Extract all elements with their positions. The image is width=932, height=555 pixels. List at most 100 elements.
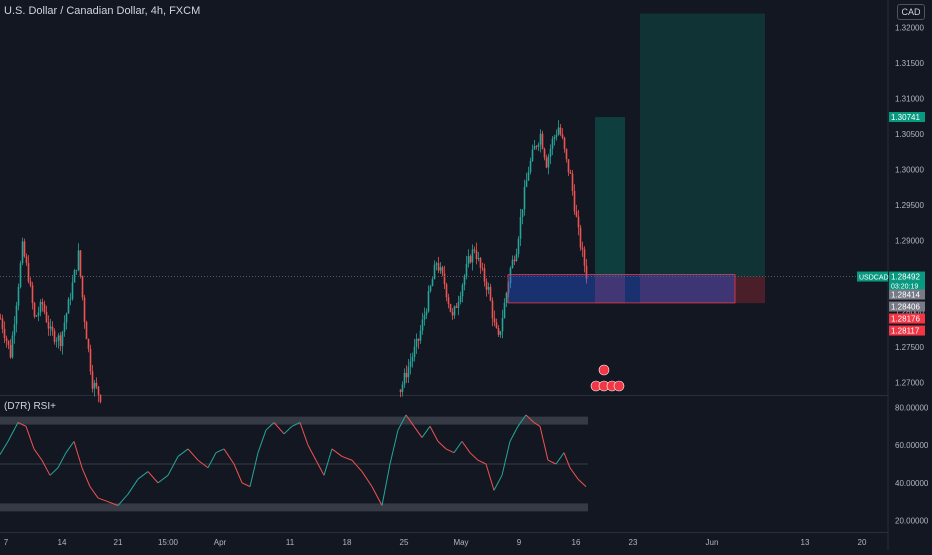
candle [417, 338, 420, 341]
rsi-line-segment [437, 441, 447, 450]
candle [437, 263, 440, 271]
countdown-bg [889, 281, 925, 291]
rsi-tick-label: 80.00000 [895, 403, 929, 412]
rsi-line-segment [41, 459, 51, 476]
time-tick-label: 7 [4, 538, 9, 547]
rsi-line-segment [249, 452, 259, 487]
candle [573, 190, 576, 212]
candle [31, 285, 34, 304]
candle [569, 172, 572, 174]
rsi-line-segment [555, 452, 565, 465]
rsi-line-segment [233, 463, 243, 484]
rsi-line-segment [361, 471, 373, 487]
rsi-line-segment [351, 459, 363, 472]
time-tick-label: May [453, 538, 468, 547]
price-tag-bg [889, 301, 925, 312]
price-tag-bg [889, 325, 925, 336]
candle [453, 306, 456, 316]
price-tag: 1.28176 [889, 313, 925, 324]
price-tag: 1.30741 [889, 112, 925, 123]
candle [487, 287, 490, 290]
candle [519, 217, 522, 239]
candle [561, 134, 564, 138]
candle [49, 326, 52, 329]
rsi-line-segment [405, 414, 415, 427]
candle [23, 241, 26, 257]
rsi-line-segment [187, 448, 199, 461]
time-tick-label: Jun [706, 538, 719, 547]
candle [575, 211, 578, 217]
candle [443, 273, 446, 285]
rsi-line-segment [331, 448, 343, 457]
candle [451, 311, 454, 316]
candle [557, 127, 560, 135]
candle [71, 282, 74, 299]
candle [51, 326, 54, 331]
candle [41, 302, 44, 305]
rsi-line-segment [539, 426, 549, 461]
rsi-line-segment [257, 429, 267, 453]
candle [425, 311, 428, 315]
rsi-indicator-title: (D7R) RSI+ [4, 401, 56, 412]
candle [579, 227, 582, 248]
projection-loss-zone [595, 276, 625, 304]
candle [459, 296, 462, 303]
candle [405, 372, 408, 378]
candle [547, 156, 550, 168]
time-tick-label: 9 [517, 538, 522, 547]
currency-button[interactable]: CAD [897, 4, 925, 20]
rsi-line-segment [137, 471, 149, 480]
candle [69, 298, 72, 300]
rsi-line-segment [533, 422, 541, 427]
candle [505, 292, 508, 303]
candle [59, 335, 62, 347]
candle [529, 160, 532, 173]
candle [431, 279, 434, 287]
candle [523, 186, 526, 210]
rsi-line-segment [207, 452, 217, 469]
candle [533, 145, 536, 150]
candle [3, 328, 6, 339]
candle [83, 297, 86, 322]
candle [531, 149, 534, 161]
candle [85, 321, 88, 340]
rsi-tick-label: 60.00000 [895, 441, 929, 450]
rsi-line-segment [97, 497, 109, 503]
candle [559, 127, 562, 135]
candle [447, 297, 450, 304]
candle [67, 299, 70, 314]
rsi-line-segment [381, 463, 391, 506]
time-tick-label: 21 [114, 538, 123, 547]
rsi-line-segment [429, 426, 439, 442]
candle [403, 372, 406, 385]
rsi-line-segment [371, 486, 383, 506]
candle [473, 249, 476, 251]
candle [433, 264, 436, 280]
rsi-line-segment [421, 425, 431, 438]
time-tick-label: 18 [343, 538, 352, 547]
candle [485, 281, 488, 290]
rsi-lower-band [0, 503, 588, 512]
candle [21, 241, 24, 264]
candle [585, 265, 588, 279]
candle [77, 250, 80, 270]
rsi-line-segment [17, 422, 27, 427]
candle [565, 148, 568, 160]
candle [63, 322, 66, 332]
candle [19, 263, 22, 288]
candle [435, 263, 438, 265]
candle [7, 340, 10, 345]
rsi-line-segment [157, 474, 169, 484]
rsi-line-segment [485, 463, 495, 491]
candle [415, 338, 418, 347]
rsi-line-segment [577, 478, 587, 487]
rsi-line-segment [501, 441, 511, 476]
price-tag-value: 1.28176 [891, 315, 920, 324]
rsi-line-segment [177, 448, 189, 457]
rsi-line-segment [117, 493, 129, 506]
candle [97, 386, 100, 395]
candle [493, 318, 496, 323]
candle [543, 148, 546, 158]
